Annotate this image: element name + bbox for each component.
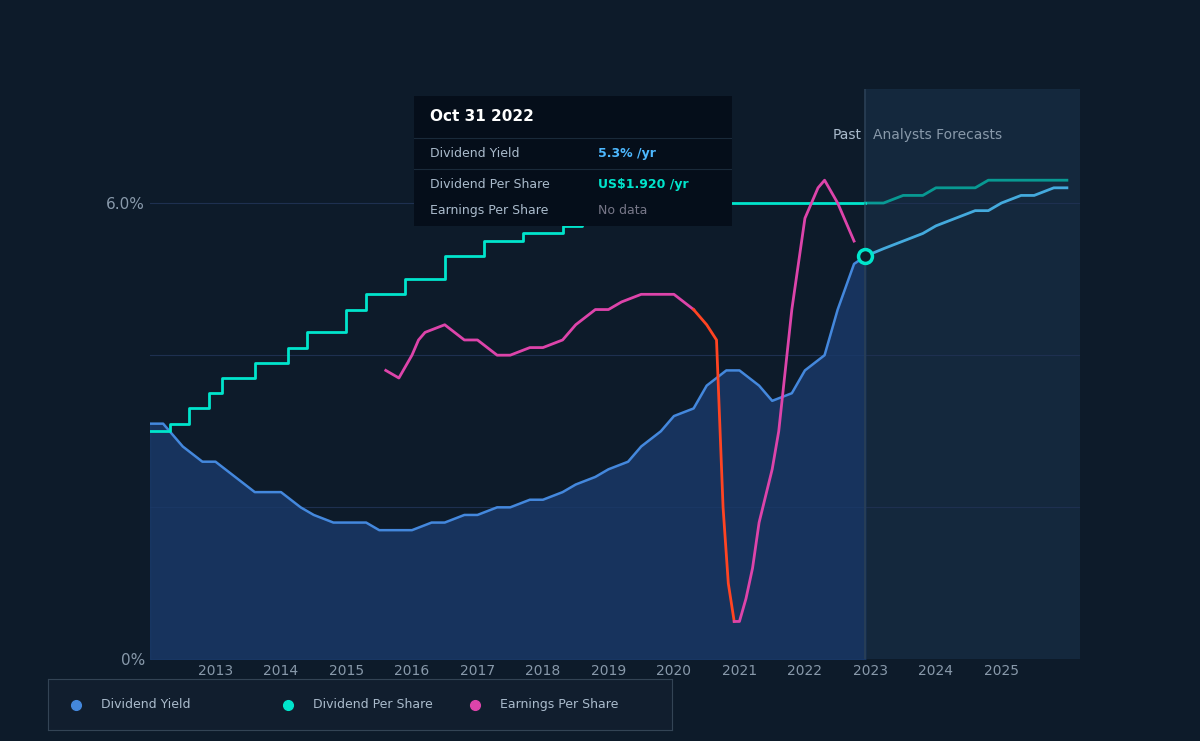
Text: 5.3% /yr: 5.3% /yr <box>599 147 656 160</box>
Text: Earnings Per Share: Earnings Per Share <box>500 698 619 711</box>
Text: Earnings Per Share: Earnings Per Share <box>430 204 548 217</box>
Text: Past: Past <box>833 128 862 142</box>
Text: Analysts Forecasts: Analysts Forecasts <box>874 128 1002 142</box>
Text: Dividend Per Share: Dividend Per Share <box>313 698 433 711</box>
Text: Dividend Yield: Dividend Yield <box>101 698 191 711</box>
Text: No data: No data <box>599 204 648 217</box>
Bar <box>865 89 1080 659</box>
Text: Oct 31 2022: Oct 31 2022 <box>430 110 534 124</box>
Text: Dividend Yield: Dividend Yield <box>430 147 520 160</box>
Text: Dividend Per Share: Dividend Per Share <box>430 178 550 191</box>
Text: US$1.920 /yr: US$1.920 /yr <box>599 178 689 191</box>
